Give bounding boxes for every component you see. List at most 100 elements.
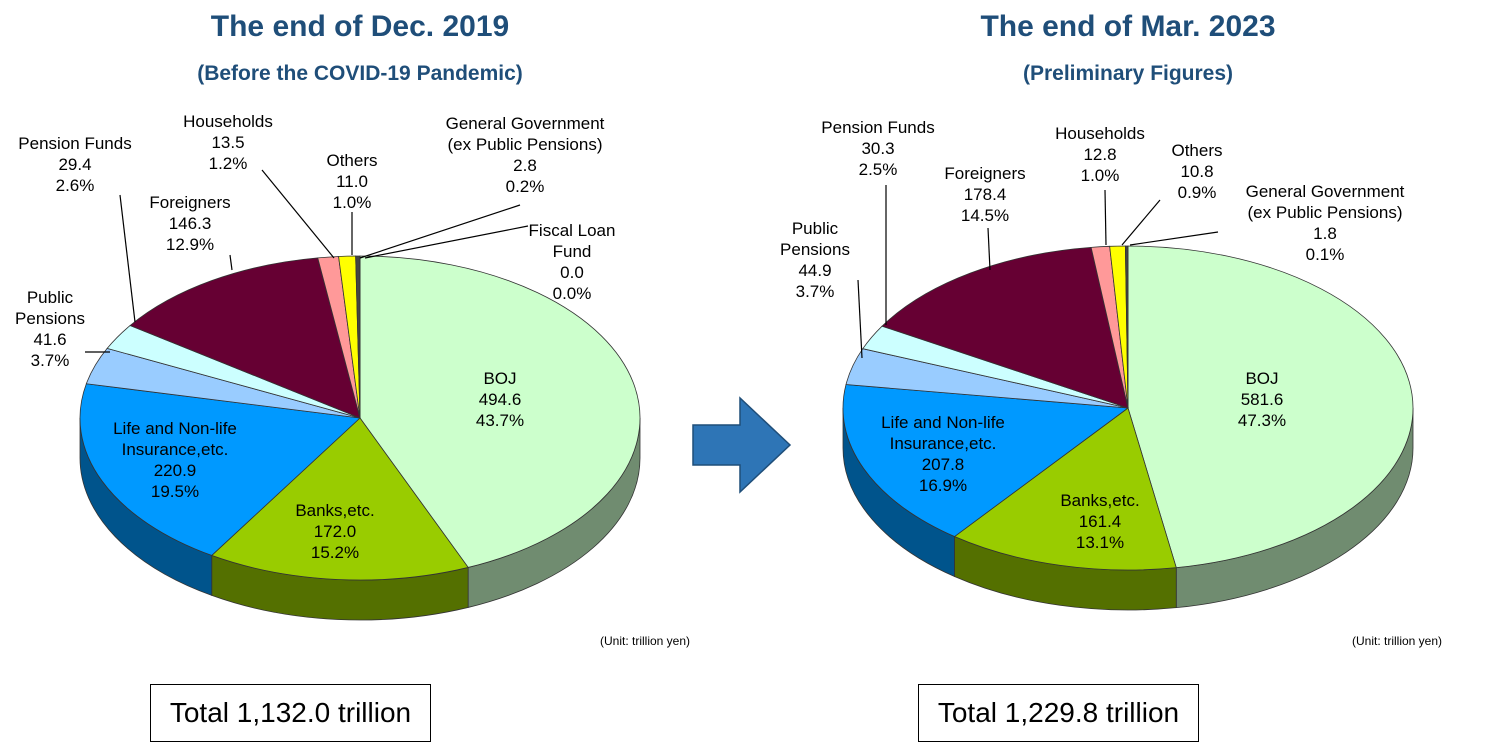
value-label: 10.8 <box>1180 162 1214 181</box>
unit-note: (Unit: trillion yen) <box>1352 634 1443 648</box>
category-label: Public Pensions <box>780 219 850 259</box>
arrow <box>692 396 792 494</box>
slice-label: Pension Funds 30.3 2.5% <box>821 117 934 180</box>
value-label: 0.0 <box>560 263 584 282</box>
slice-label: Life and Non-life Insurance,etc. 207.8 16.… <box>881 412 1005 496</box>
share-label: 13.1% <box>1075 533 1125 552</box>
share-label: 43.7% <box>475 411 525 430</box>
pie-slice <box>129 257 361 419</box>
category-label: Foreigners <box>944 164 1026 183</box>
category-label: Public Pensions <box>15 288 85 328</box>
value-label: 161.4 <box>1078 512 1122 531</box>
share-label: 0.1% <box>1305 245 1345 264</box>
leader-line <box>261 169 335 259</box>
slice-label: General Government (ex Public Pensions) 2… <box>446 113 605 197</box>
share-label: 3.7% <box>795 282 835 301</box>
unit-note: (Unit: trillion yen) <box>600 634 691 648</box>
pie-slice <box>953 407 1177 571</box>
slice-label: Fiscal Loan Fund 0.0 0.0% <box>529 220 616 304</box>
share-label: 12.9% <box>165 235 215 254</box>
category-label: Life and Non-life Insurance,etc. <box>113 419 237 459</box>
slice-label: Public Pensions 41.6 3.7% <box>15 287 85 371</box>
slice-label: Life and Non-life Insurance,etc. 220.9 19.… <box>113 418 237 502</box>
pie-slice <box>881 246 1129 409</box>
share-label: 14.5% <box>960 206 1010 225</box>
value-label: 41.6 <box>33 330 67 349</box>
slice-label: BOJ 494.6 43.7% <box>476 368 524 431</box>
total-box: Total 1,229.8 trillion yen <box>918 684 1199 742</box>
slice-label: Foreigners 178.4 14.5% <box>944 163 1025 226</box>
leader-line <box>359 204 521 259</box>
value-label: 494.6 <box>478 390 522 409</box>
share-label: 19.5% <box>150 482 200 501</box>
chart-title: The end of Mar. 2023 <box>980 10 1276 43</box>
category-label: Life and Non-life Insurance,etc. <box>881 413 1005 453</box>
value-label: 172.0 <box>313 522 357 541</box>
leader-line <box>364 225 529 259</box>
value-label: 44.9 <box>798 261 832 280</box>
category-label: Banks,etc. <box>1060 491 1140 510</box>
value-label: 1.8 <box>1313 224 1337 243</box>
value-label: 12.8 <box>1083 145 1117 164</box>
share-label: 0.2% <box>505 177 545 196</box>
category-label: Households <box>1055 124 1145 143</box>
slice-label: Banks,etc. 172.0 15.2% <box>295 500 374 563</box>
category-label: BOJ <box>1245 369 1279 388</box>
category-label: Pension Funds <box>821 118 935 137</box>
leader-line <box>229 254 233 271</box>
slice-label: Others 11.0 1.0% <box>326 150 377 213</box>
category-label: BOJ <box>483 369 517 388</box>
value-label: 581.6 <box>1240 390 1284 409</box>
pie-slice <box>1127 245 1414 569</box>
pie-slice <box>79 383 361 556</box>
leader-line <box>857 279 863 359</box>
share-label: 47.3% <box>1237 411 1287 430</box>
slice-label: Pension Funds 29.4 2.6% <box>18 133 131 196</box>
chart-subtitle: (Preliminary Figures) <box>1022 62 1234 85</box>
share-label: 1.2% <box>208 154 248 173</box>
pie-slice <box>1124 245 1129 409</box>
slice-label: Public Pensions 44.9 3.7% <box>780 218 850 302</box>
leader-line <box>987 227 991 271</box>
slice-label: Households 12.8 1.0% <box>1055 123 1145 186</box>
total-box: Total 1,132.0 trillion yen <box>150 684 431 742</box>
share-label: 1.0% <box>1080 166 1120 185</box>
share-label: 2.6% <box>55 176 95 195</box>
leader-line <box>1129 231 1219 246</box>
share-label: 16.9% <box>918 476 968 495</box>
share-label: 2.5% <box>858 160 898 179</box>
value-label: 30.3 <box>861 139 895 158</box>
share-label: 15.2% <box>310 543 360 562</box>
share-label: 3.7% <box>30 351 70 370</box>
slice-label: BOJ 581.6 47.3% <box>1238 368 1286 431</box>
slice-label: Foreigners 146.3 12.9% <box>149 192 230 255</box>
leader-line <box>119 194 136 323</box>
share-label: 0.9% <box>1177 183 1217 202</box>
chart-title: The end of Dec. 2019 <box>210 10 510 43</box>
pie-slice <box>210 417 469 581</box>
category-label: Others <box>1171 141 1223 160</box>
share-label: 0.0% <box>552 284 592 303</box>
slice-label: Banks,etc. 161.4 13.1% <box>1060 490 1139 553</box>
category-label: Others <box>326 151 378 170</box>
value-label: 178.4 <box>963 185 1007 204</box>
leader-line <box>1121 199 1161 246</box>
value-label: 207.8 <box>921 455 965 474</box>
slice-label: General Government (ex Public Pensions) 1… <box>1246 181 1405 265</box>
category-label: Fiscal Loan Fund <box>528 221 616 261</box>
category-label: Banks,etc. <box>295 501 375 520</box>
value-label: 13.5 <box>211 133 245 152</box>
chart-subtitle: (Before the COVID-19 Pandemic) <box>197 62 523 85</box>
category-label: General Government (ex Public Pensions) <box>445 114 605 154</box>
slice-label: Others 10.8 0.9% <box>1171 140 1222 203</box>
leader-line <box>1104 189 1107 246</box>
value-label: 146.3 <box>168 214 212 233</box>
category-label: Households <box>183 112 273 131</box>
slice-label: Households 13.5 1.2% <box>183 111 273 174</box>
value-label: 220.9 <box>153 461 197 480</box>
category-label: General Government (ex Public Pensions) <box>1245 182 1405 222</box>
category-label: Foreigners <box>149 193 231 212</box>
category-label: Pension Funds <box>18 134 132 153</box>
